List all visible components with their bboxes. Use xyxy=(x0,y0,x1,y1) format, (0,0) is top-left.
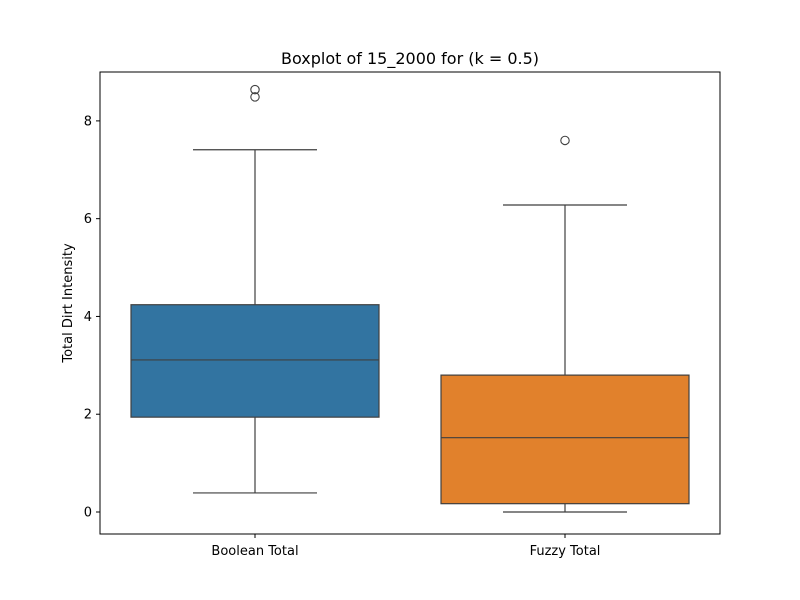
plot-area: 0 2 4 6 8 Boolean Total Fuzzy Total xyxy=(84,84,690,559)
y-tick-label: 2 xyxy=(84,408,92,423)
outlier-point xyxy=(560,135,570,146)
y-tick-label: 4 xyxy=(84,310,92,325)
outlier-point xyxy=(250,92,260,102)
box-iqr xyxy=(130,304,380,418)
plot-frame xyxy=(99,71,721,535)
chart-title: Boxplot of 15_2000 for (k = 0.5) xyxy=(281,49,539,69)
box-iqr xyxy=(440,374,690,505)
y-axis-label: Total Dirt Intensity xyxy=(61,243,76,364)
outlier-point xyxy=(250,84,260,95)
x-tick-label: Fuzzy Total xyxy=(530,544,601,559)
x-tick-label: Boolean Total xyxy=(211,544,298,559)
y-tick-label: 0 xyxy=(84,506,92,521)
y-tick-label: 8 xyxy=(84,114,92,129)
y-tick-label: 6 xyxy=(84,212,92,227)
